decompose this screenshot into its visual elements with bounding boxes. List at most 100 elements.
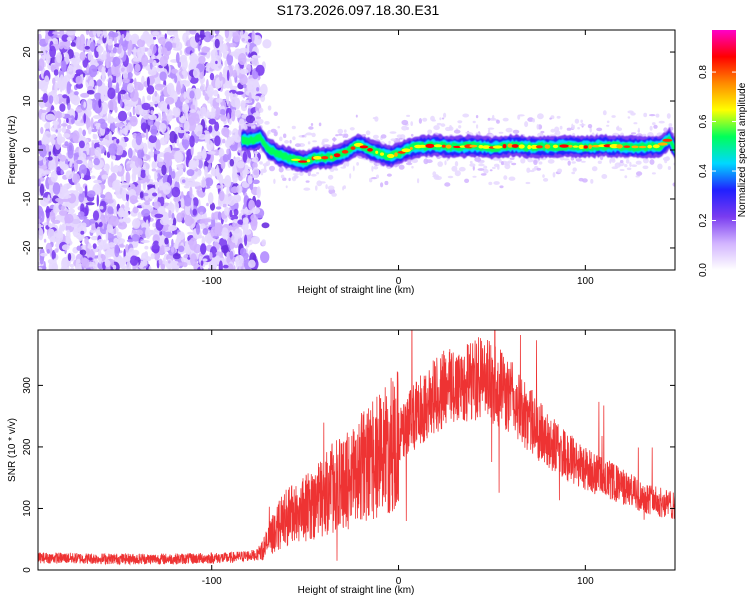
ridge-haze bbox=[401, 119, 409, 126]
ridge-haze bbox=[464, 178, 470, 183]
noise-speckle bbox=[97, 238, 105, 247]
noise-speckle bbox=[70, 267, 75, 270]
noise-speckle bbox=[240, 208, 248, 214]
ridge-haze bbox=[436, 122, 442, 126]
noise-speckle bbox=[106, 248, 113, 256]
noise-speckle bbox=[70, 118, 75, 124]
noise-speckle bbox=[212, 235, 220, 239]
noise-speckle bbox=[183, 91, 187, 99]
noise-speckle bbox=[144, 251, 148, 258]
noise-speckle bbox=[78, 211, 85, 218]
noise-speckle bbox=[176, 138, 180, 147]
ridge-haze bbox=[653, 124, 658, 129]
noise-speckle bbox=[225, 38, 231, 42]
noise-speckle bbox=[212, 89, 219, 97]
noise-speckle bbox=[112, 264, 117, 270]
ridge-haze bbox=[602, 110, 607, 116]
ridge-peak bbox=[507, 143, 513, 148]
noise-speckle bbox=[159, 71, 167, 81]
noise-speckle bbox=[231, 234, 239, 244]
noise-speckle bbox=[168, 260, 171, 264]
noise-speckle bbox=[98, 256, 102, 264]
noise-speckle bbox=[219, 71, 223, 82]
ridge-peak bbox=[616, 144, 623, 149]
noise-speckle bbox=[189, 135, 195, 148]
noise-speckle bbox=[70, 95, 79, 103]
noise-speckle bbox=[136, 229, 143, 236]
ridge-haze bbox=[517, 114, 521, 120]
ridge-haze bbox=[269, 165, 275, 172]
noise-speckle bbox=[221, 227, 229, 237]
ridge-peak bbox=[350, 146, 356, 150]
x-tick-label: -100 bbox=[202, 576, 222, 587]
noise-speckle bbox=[239, 74, 248, 86]
y-tick-label: 0 bbox=[22, 567, 33, 573]
noise-speckle bbox=[214, 38, 220, 49]
noise-speckle bbox=[187, 112, 196, 124]
ridge-haze bbox=[376, 174, 379, 179]
ridge-haze bbox=[542, 174, 545, 178]
noise-speckle bbox=[199, 211, 204, 216]
noise-speckle bbox=[146, 59, 154, 64]
ridge-haze bbox=[447, 175, 454, 179]
noise-speckle bbox=[237, 195, 242, 202]
noise-speckle bbox=[154, 171, 158, 181]
noise-speckle bbox=[100, 194, 106, 199]
snr-axes: -100 0 100 0 100 200 300 bbox=[22, 330, 675, 587]
noise-speckle bbox=[210, 142, 214, 148]
noise-speckle bbox=[101, 68, 106, 72]
ridge-haze bbox=[533, 159, 538, 165]
noise-speckle bbox=[236, 161, 245, 169]
noise-speckle bbox=[214, 135, 221, 147]
noise-speckle bbox=[47, 194, 51, 202]
noise-speckle bbox=[75, 69, 84, 75]
noise-speckle bbox=[63, 133, 71, 138]
noise-speckle bbox=[105, 229, 109, 242]
noise-speckle bbox=[78, 164, 87, 177]
noise-speckle bbox=[90, 175, 96, 179]
noise-speckle bbox=[47, 31, 54, 37]
noise-speckle bbox=[181, 261, 185, 265]
noise-speckle bbox=[252, 162, 258, 169]
ridge-haze bbox=[527, 158, 533, 163]
colorbar-tick-label: 0.2 bbox=[698, 213, 709, 227]
noise-speckle bbox=[125, 171, 131, 184]
ridge-peak bbox=[291, 158, 301, 161]
noise-speckle bbox=[174, 150, 182, 163]
noise-speckle bbox=[107, 87, 116, 100]
ridge-haze bbox=[596, 127, 603, 132]
noise-speckle bbox=[194, 97, 198, 111]
noise-speckle bbox=[144, 201, 151, 206]
noise-speckle bbox=[65, 170, 74, 180]
noise-speckle bbox=[79, 34, 86, 46]
ridge-haze bbox=[315, 185, 318, 191]
ridge-haze bbox=[256, 116, 261, 120]
noise-speckle bbox=[119, 244, 125, 248]
noise-speckle bbox=[84, 45, 91, 50]
ridge-haze bbox=[498, 131, 504, 134]
noise-speckle bbox=[40, 109, 47, 113]
ridge-haze bbox=[265, 161, 271, 166]
ridge-haze bbox=[346, 160, 350, 167]
noise-speckle bbox=[104, 259, 111, 268]
noise-speckle bbox=[40, 126, 44, 135]
ridge-haze bbox=[413, 160, 418, 163]
noise-speckle bbox=[76, 159, 83, 165]
noise-speckle bbox=[118, 43, 122, 54]
ridge-peak bbox=[425, 143, 435, 148]
noise-speckle bbox=[85, 30, 90, 36]
ridge-haze bbox=[626, 167, 632, 171]
noise-speckle bbox=[230, 96, 240, 108]
noise-speckle bbox=[122, 255, 131, 263]
noise-speckle bbox=[145, 128, 149, 140]
ridge-haze bbox=[566, 127, 572, 131]
ridge-haze bbox=[401, 125, 408, 131]
noise-speckle bbox=[200, 243, 207, 255]
noise-speckle bbox=[53, 94, 60, 105]
ridge-haze bbox=[439, 117, 442, 121]
noise-speckle bbox=[59, 226, 65, 232]
noise-speckle bbox=[118, 207, 125, 218]
noise-speckle bbox=[247, 78, 256, 86]
ridge-haze bbox=[285, 185, 288, 189]
noise-speckle bbox=[129, 115, 138, 127]
